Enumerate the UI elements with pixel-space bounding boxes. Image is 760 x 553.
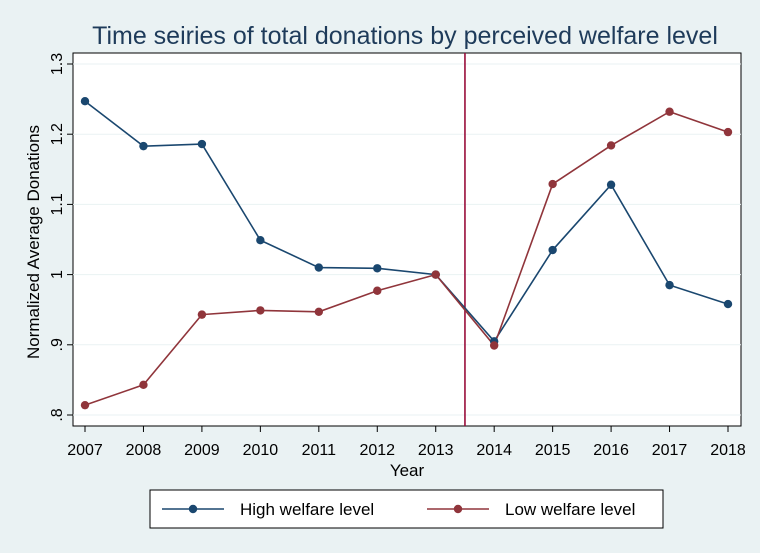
x-axis-label: Year	[390, 461, 425, 480]
series-0-point	[256, 236, 265, 245]
plot-background	[72, 52, 742, 427]
series-0-point	[314, 263, 324, 272]
x-tick-label: 2014	[476, 442, 512, 459]
x-tick-label: 2017	[652, 442, 688, 459]
x-tick-label: 2008	[126, 442, 162, 459]
series-0-point	[197, 139, 207, 149]
y-tick-label: 1.1	[49, 193, 66, 215]
series-0-point	[80, 97, 90, 106]
legend-box	[149, 489, 664, 529]
series-1-point	[665, 107, 674, 116]
x-tick-label: 2009	[184, 442, 220, 459]
y-tick-label: 1.2	[49, 123, 66, 145]
chart-title: Time seiries of total donations by perce…	[92, 22, 718, 50]
x-axis: 2007 2008 2009 2010 2011 2012 2013 2014 2015 2016…	[67, 426, 746, 459]
x-tick-label: 2015	[535, 442, 571, 459]
plot-area	[72, 52, 742, 427]
legend-label: Low welfare level	[505, 500, 635, 519]
x-tick-label: 2011	[302, 442, 337, 459]
series-1-point	[197, 310, 207, 319]
x-tick-label: 2016	[593, 442, 629, 459]
series-1-point	[373, 286, 382, 295]
series-1-point	[723, 127, 733, 137]
series-0-point	[373, 264, 382, 273]
x-tick-label: 2007	[67, 442, 103, 459]
series-1-point	[548, 179, 557, 189]
series-1-point	[314, 307, 324, 317]
series-lines	[84, 100, 729, 406]
legend: High welfare level Low welfare level	[149, 489, 664, 529]
x-tick-label: 2010	[243, 442, 279, 459]
series-0-point	[606, 180, 616, 189]
series-1-point	[489, 341, 499, 350]
series-line-1	[84, 110, 729, 406]
legend-label: High welfare level	[240, 500, 374, 519]
series-0-point	[723, 299, 733, 309]
y-tick-label: 1.3	[49, 53, 66, 75]
grid-lines	[73, 63, 741, 416]
legend-swatch-marker	[453, 504, 463, 514]
y-tick-label: .9	[49, 338, 66, 351]
y-axis-label: Normalized Average Donations	[24, 125, 43, 359]
y-tick-label: .8	[49, 408, 66, 421]
series-0-point	[665, 280, 674, 290]
series-points	[80, 97, 733, 410]
series-1-point	[139, 380, 148, 390]
x-tick-label: 2012	[359, 442, 395, 459]
y-tick-label: 1	[49, 270, 66, 279]
series-line-0	[84, 100, 729, 343]
series-1-point	[80, 400, 90, 410]
series-1-point	[431, 270, 440, 279]
x-tick-label: 2013	[418, 442, 454, 459]
series-1-point	[256, 306, 265, 315]
x-tick-label: 2018	[710, 442, 746, 459]
series-0-point	[139, 141, 148, 151]
series-0-point	[548, 245, 557, 255]
legend-swatch-marker	[188, 504, 198, 514]
y-axis: .8 .9 1 1.1 1.2 1.3	[49, 53, 73, 422]
series-1-point	[606, 141, 616, 150]
